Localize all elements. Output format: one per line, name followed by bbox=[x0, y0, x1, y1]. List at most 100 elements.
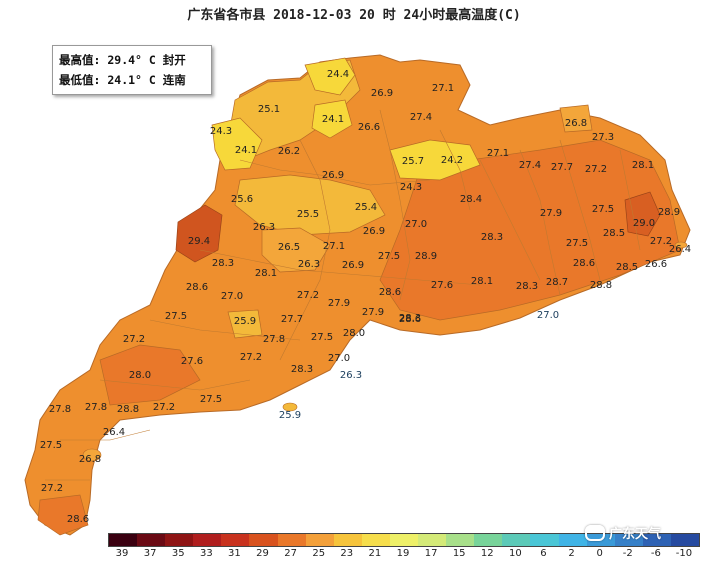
legend-swatch bbox=[502, 534, 531, 546]
temp-label-e-haifeng: 28.1 bbox=[471, 276, 493, 287]
temp-label-c-panyu: 27.5 bbox=[311, 332, 333, 343]
color-legend-bar bbox=[108, 533, 700, 547]
temp-label-w-xuwen: 28.6 bbox=[67, 514, 89, 525]
temp-label-c-foshan: 27.2 bbox=[297, 290, 319, 301]
temp-label-e-shantou: 29.0 bbox=[633, 218, 655, 229]
legend-label: 19 bbox=[396, 548, 410, 559]
temp-label-c-qingxin: 25.4 bbox=[355, 202, 377, 213]
legend-label: -10 bbox=[675, 548, 693, 559]
temp-label-w-enping: 27.2 bbox=[240, 352, 262, 363]
hot-zone-east bbox=[379, 139, 681, 321]
extremes-infobox: 最高值: 29.4° C 封开 最低值: 24.1° C 连南 bbox=[52, 45, 212, 95]
temp-label-ne-raoping: 27.2 bbox=[585, 164, 607, 175]
temp-label-north-shixing: 27.4 bbox=[410, 112, 432, 123]
temp-label-sea-macau: 26.3 bbox=[340, 370, 362, 381]
temp-label-e-lufeng: 28.6 bbox=[573, 258, 595, 269]
legend-label: 17 bbox=[424, 548, 438, 559]
legend-label: 35 bbox=[171, 548, 185, 559]
temp-label-w-luoding: 28.6 bbox=[186, 282, 208, 293]
legend-label: 21 bbox=[368, 548, 382, 559]
temp-label-west-lianshan: 24.3 bbox=[210, 126, 232, 137]
temp-label-c-huiyang2: 28.3 bbox=[399, 313, 421, 324]
temp-label-c-guangzhou: 26.9 bbox=[342, 260, 364, 271]
legend-swatch bbox=[137, 534, 166, 546]
cool-zone-central bbox=[234, 174, 386, 236]
temp-label-w-lianjiang: 27.8 bbox=[49, 404, 71, 415]
temp-label-e-shanwei: 28.7 bbox=[546, 277, 568, 288]
color-legend-labels: 39 37 35 33 31 29 27 25 23 21 19 17 15 12 10 6 2 0 -2 -6 -10 bbox=[108, 548, 698, 562]
legend-label: 15 bbox=[452, 548, 466, 559]
temp-label-e-wuhua: 27.9 bbox=[540, 208, 562, 219]
temp-label-e-chaoyang: 28.5 bbox=[603, 228, 625, 239]
temp-label-ne-dabu: 27.7 bbox=[551, 162, 573, 173]
temp-label-w-wuchuan: 28.8 bbox=[117, 404, 139, 415]
temp-label-e-nanao: 28.9 bbox=[658, 207, 680, 218]
temp-label-ne-chaozhou: 28.1 bbox=[632, 160, 654, 171]
legend-label: -2 bbox=[622, 548, 633, 559]
temp-label-c-yingde: 26.9 bbox=[322, 170, 344, 181]
temp-label-ne-xingning: 27.1 bbox=[487, 148, 509, 159]
max-value-text: 最高值: 29.4° C 封开 bbox=[59, 53, 186, 67]
temp-label-north-renhua: 27.1 bbox=[432, 83, 454, 94]
legend-label: -6 bbox=[650, 548, 661, 559]
temp-label-north-lianshan: 25.1 bbox=[258, 104, 280, 115]
legend-label: 23 bbox=[340, 548, 354, 559]
legend-swatch bbox=[193, 534, 222, 546]
temp-label-ne-meixian: 27.4 bbox=[519, 160, 541, 171]
temp-label-w-xinyi: 27.2 bbox=[123, 334, 145, 345]
yellow-zone-west bbox=[211, 117, 263, 171]
temp-label-w-leizhou: 27.2 bbox=[41, 483, 63, 494]
temp-label-c-guangning: 25.5 bbox=[297, 209, 319, 220]
temp-label-c-huidong: 27.6 bbox=[431, 280, 453, 291]
legend-label: 31 bbox=[228, 548, 241, 559]
island-shangchuan bbox=[282, 402, 298, 412]
temp-label-west-yangshan: 26.2 bbox=[278, 146, 300, 157]
temp-label-west-lianan: 24.1 bbox=[235, 145, 257, 156]
legend-swatch bbox=[333, 534, 362, 546]
temp-label-c-huiyang: 28.6 bbox=[379, 287, 401, 298]
temp-label-c-gaoyao: 26.3 bbox=[298, 259, 320, 270]
watermark-text: 广东天气 bbox=[609, 527, 662, 542]
yellow-zone-lianan bbox=[311, 99, 353, 139]
temp-label-sea-shanwei: 27.0 bbox=[537, 310, 559, 321]
temp-label-c-huizhou: 28.3 bbox=[481, 232, 503, 243]
legend-swatch bbox=[642, 534, 671, 546]
temp-label-w-dianbai: 27.2 bbox=[153, 402, 175, 413]
legend-swatch bbox=[361, 534, 390, 546]
temp-label-c-longmen: 27.0 bbox=[405, 219, 427, 230]
yellow-zone-lianzhou bbox=[304, 57, 356, 96]
legend-label: 2 bbox=[568, 548, 575, 559]
watermark: 广东天气 bbox=[585, 523, 661, 542]
temp-label-w-xinxing: 27.0 bbox=[221, 291, 243, 302]
legend-swatch bbox=[249, 534, 278, 546]
temp-label-c-sanshui: 26.5 bbox=[278, 242, 300, 253]
legend-label: 29 bbox=[256, 548, 269, 559]
temp-label-w-donghai: 26.8 bbox=[79, 454, 101, 465]
temp-label-c-taishan: 28.3 bbox=[291, 364, 313, 375]
temp-label-sea-shangchuan: 25.9 bbox=[279, 410, 301, 421]
legend-swatch bbox=[446, 534, 475, 546]
temp-label-w-yunan: 28.1 bbox=[255, 268, 277, 279]
temp-label-north-lianzhou: 24.4 bbox=[327, 69, 349, 80]
legend-swatch bbox=[389, 534, 419, 546]
legend-swatch bbox=[614, 534, 643, 546]
shantou-hotspot bbox=[624, 191, 661, 237]
temp-label-c-lianping: 24.3 bbox=[400, 182, 422, 193]
temp-label-east-pingyuan: 27.3 bbox=[592, 132, 614, 143]
temp-label-w-sihui: 26.3 bbox=[253, 222, 275, 233]
temp-label-e-jiedong: 28.8 bbox=[590, 280, 612, 291]
temp-label-c-boluo: 28.9 bbox=[415, 251, 437, 262]
legend-label: 33 bbox=[199, 548, 213, 559]
temp-label-e-nanao2: 26.6 bbox=[645, 259, 667, 270]
temp-label-c-conghua: 26.9 bbox=[363, 226, 385, 237]
temp-label-e-heyuan: 28.4 bbox=[460, 194, 482, 205]
temp-label-c-dongguan: 27.9 bbox=[328, 298, 350, 309]
legend-swatch bbox=[418, 534, 447, 546]
temp-label-c-shunde: 27.9 bbox=[362, 307, 384, 318]
legend-swatch bbox=[558, 534, 587, 546]
temp-label-e-jieyang: 27.5 bbox=[592, 204, 614, 215]
temp-label-c-zhuhai: 27.0 bbox=[328, 353, 350, 364]
legend-label: 10 bbox=[509, 548, 522, 559]
hot-zone-south-tip bbox=[37, 494, 89, 536]
island-donghai bbox=[82, 448, 102, 462]
